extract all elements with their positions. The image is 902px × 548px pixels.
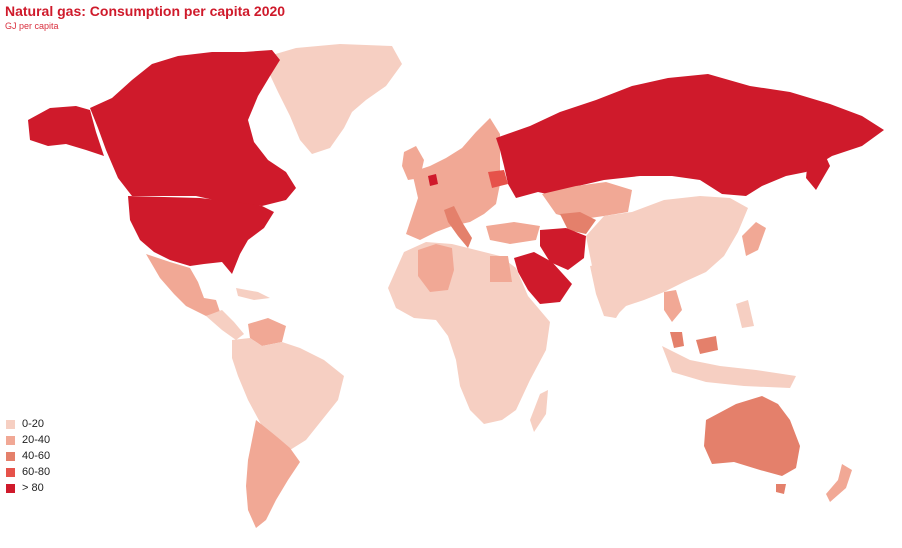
region-japan[interactable] <box>742 222 766 256</box>
legend-item-over-80: > 80 <box>6 480 50 496</box>
region-india[interactable] <box>590 262 638 318</box>
region-madagascar[interactable] <box>530 390 548 432</box>
legend-label: 60-80 <box>22 466 51 478</box>
legend-swatch <box>6 451 15 461</box>
region-venezuela[interactable] <box>248 318 286 346</box>
region-belarus[interactable] <box>488 170 508 188</box>
legend-label: 40-60 <box>22 450 51 462</box>
legend-label: 20-40 <box>22 434 51 446</box>
region-tasmania[interactable] <box>776 484 786 494</box>
region-uzbekistan[interactable] <box>560 212 596 234</box>
legend-item-20-40: 20-40 <box>6 432 50 448</box>
region-thailand[interactable] <box>664 290 682 322</box>
legend-item-40-60: 40-60 <box>6 448 50 464</box>
legend: 0-20 20-40 40-60 60-80 > 80 <box>6 416 50 496</box>
page-title: Natural gas: Consumption per capita 2020 <box>5 3 286 19</box>
legend-label: 0-20 <box>22 418 45 430</box>
region-canada[interactable] <box>90 50 296 206</box>
legend-label: > 80 <box>22 482 44 494</box>
region-greenland[interactable] <box>262 44 402 154</box>
region-italy[interactable] <box>444 206 472 248</box>
region-united-states[interactable] <box>128 196 274 274</box>
region-egypt[interactable] <box>490 256 512 282</box>
region-argentina[interactable] <box>246 420 300 528</box>
region-new-zealand[interactable] <box>826 464 852 502</box>
legend-swatch <box>6 419 15 429</box>
region-central-america[interactable] <box>206 310 244 340</box>
region-uk[interactable] <box>402 146 424 180</box>
region-kamchatka[interactable] <box>806 148 830 190</box>
region-algeria[interactable] <box>418 244 454 292</box>
region-russia[interactable] <box>496 74 884 198</box>
legend-item-0-20: 0-20 <box>6 416 50 432</box>
region-iran[interactable] <box>540 228 586 270</box>
region-mexico[interactable] <box>146 254 220 316</box>
legend-swatch <box>6 435 15 445</box>
legend-item-60-80: 60-80 <box>6 464 50 480</box>
region-saudi-arabia[interactable] <box>514 252 572 304</box>
legend-swatch <box>6 467 15 477</box>
region-caribbean[interactable] <box>236 288 270 300</box>
legend-swatch <box>6 483 15 493</box>
region-turkey[interactable] <box>486 222 540 244</box>
region-malaysia[interactable] <box>670 332 718 354</box>
region-kazakhstan[interactable] <box>542 182 632 220</box>
region-australia[interactable] <box>704 396 800 476</box>
region-south-america[interactable] <box>232 338 344 450</box>
region-europe[interactable] <box>406 118 500 240</box>
region-alaska[interactable] <box>28 106 104 156</box>
region-netherlands[interactable] <box>428 174 438 186</box>
page-subtitle: GJ per capita <box>5 21 59 31</box>
region-indonesia[interactable] <box>662 300 796 388</box>
